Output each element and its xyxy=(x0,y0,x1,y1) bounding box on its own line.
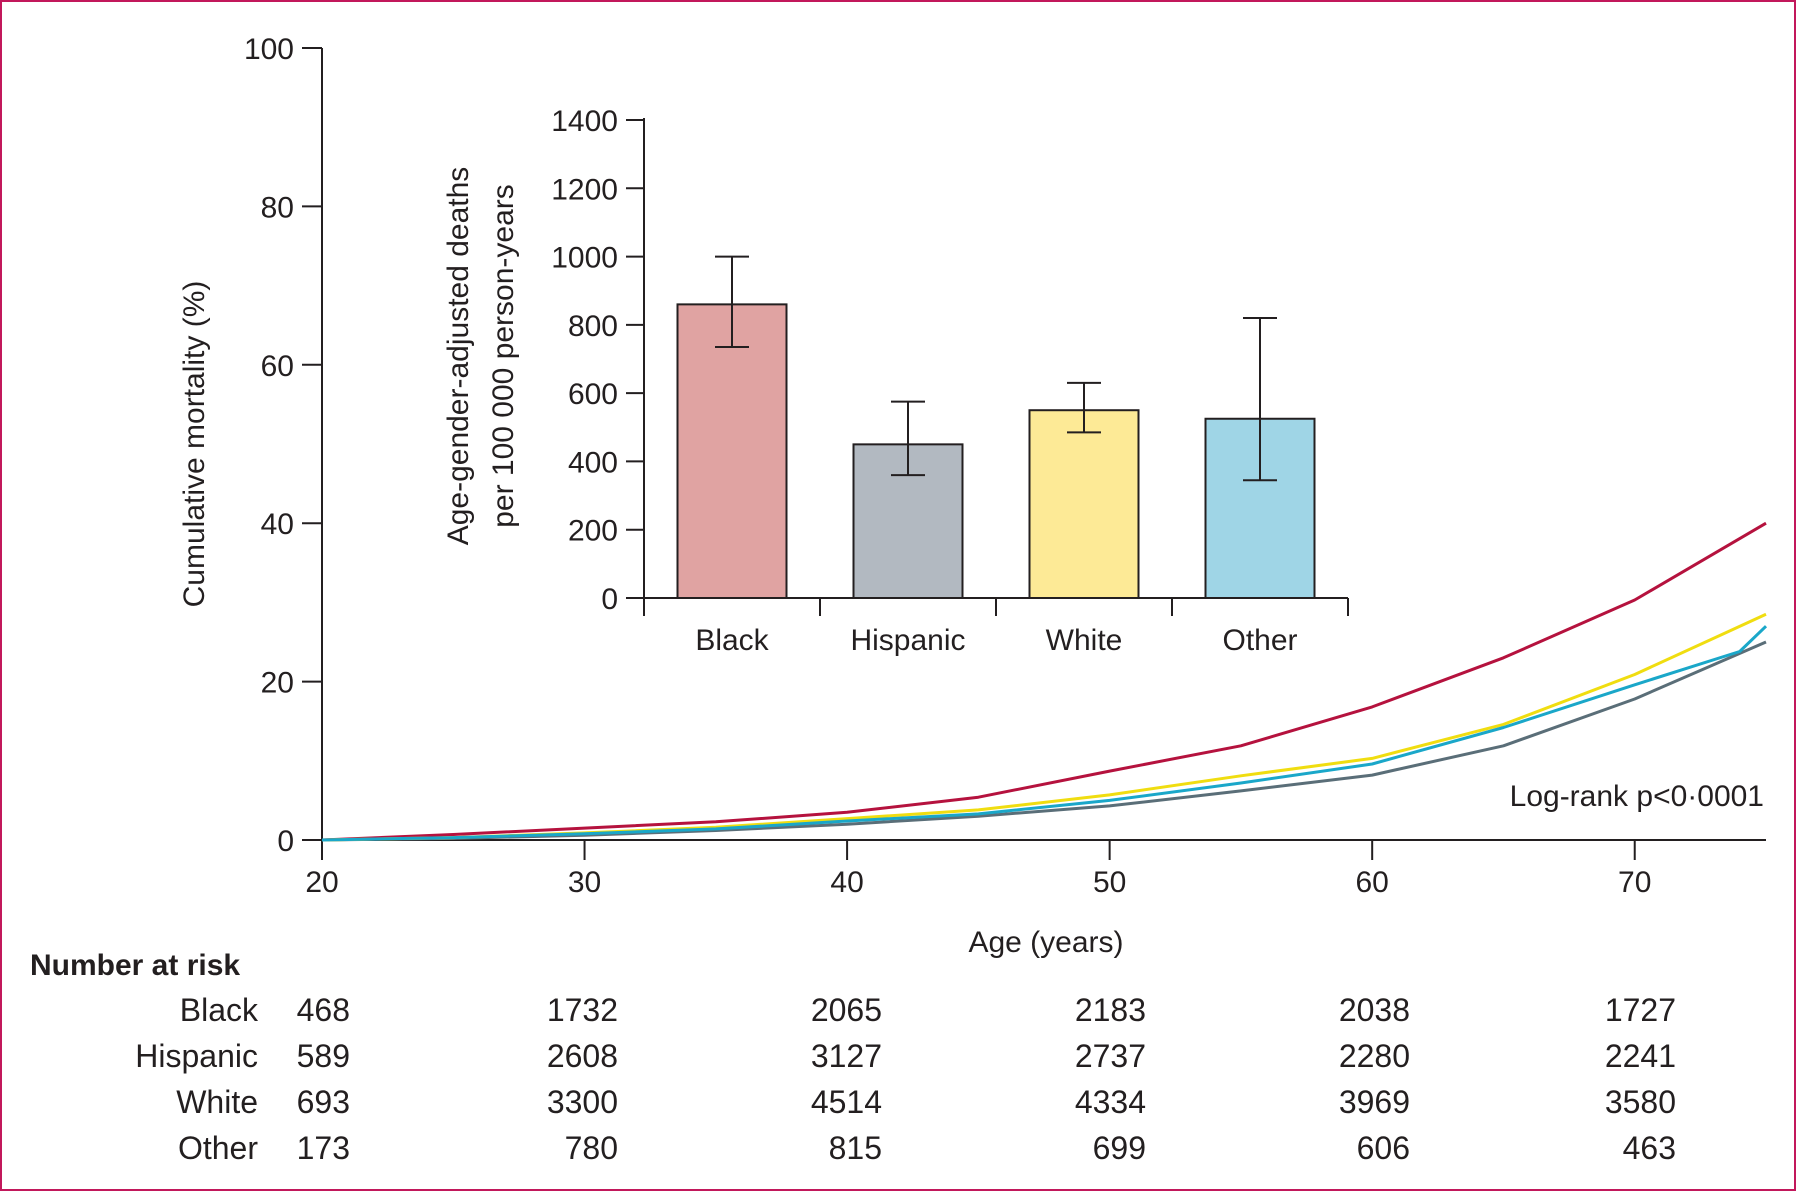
inset-category-label: Other xyxy=(1222,624,1297,657)
inset-y-tick-label: 800 xyxy=(568,310,618,343)
risk-cell: 173 xyxy=(297,1130,350,1166)
x-tick-label: 40 xyxy=(830,866,863,899)
series-line-other xyxy=(321,625,1768,842)
risk-cell: 2038 xyxy=(1339,992,1410,1028)
inset-category-label: Hispanic xyxy=(850,624,965,657)
y-axis-title: Cumulative mortality (%) xyxy=(178,281,211,608)
y-tick-label: 20 xyxy=(261,667,294,700)
inset-y-tick-label: 400 xyxy=(568,446,618,479)
risk-cell: 463 xyxy=(1623,1130,1676,1166)
y-tick-label: 80 xyxy=(261,191,294,224)
y-tick-label: 100 xyxy=(244,33,294,66)
risk-cell: 4514 xyxy=(811,1084,882,1120)
y-tick-label: 0 xyxy=(277,825,294,858)
x-tick-label: 30 xyxy=(568,866,601,899)
x-tick-label: 60 xyxy=(1355,866,1388,899)
inset-category-label: White xyxy=(1046,624,1123,657)
risk-cell: 2280 xyxy=(1339,1038,1410,1074)
risk-cell: 2241 xyxy=(1605,1038,1676,1074)
risk-cell: 780 xyxy=(565,1130,618,1166)
risk-cell: 3300 xyxy=(547,1084,618,1120)
inset-y-tick-label: 600 xyxy=(568,378,618,411)
x-tick-label: 50 xyxy=(1093,866,1126,899)
inset-y-tick-label: 1200 xyxy=(551,173,618,206)
bar-black xyxy=(676,303,788,599)
y-tick-label: 60 xyxy=(261,350,294,383)
risk-table: Number at risk Black 468 1732 2065 2183 2038 17… xyxy=(30,949,1676,1166)
risk-cell: 693 xyxy=(297,1084,350,1120)
risk-cell: 3969 xyxy=(1339,1084,1410,1120)
main-axes: 0 20 40 60 80 100 20 30 40 50 60 70 Age (years) Cumul… xyxy=(178,33,1766,959)
risk-cell: 589 xyxy=(297,1038,350,1074)
risk-cell: 2608 xyxy=(547,1038,618,1074)
risk-row-label: White xyxy=(176,1084,258,1120)
x-axis-title: Age (years) xyxy=(968,926,1123,959)
risk-cell: 468 xyxy=(297,992,350,1028)
series-line-black xyxy=(321,521,1767,842)
inset-y-tick-label: 0 xyxy=(601,583,618,616)
main-survival-lines xyxy=(321,521,1768,842)
risk-row-label: Hispanic xyxy=(135,1038,258,1074)
risk-cell: 1727 xyxy=(1605,992,1676,1028)
risk-cell: 3127 xyxy=(811,1038,882,1074)
bar-hispanic xyxy=(852,443,964,599)
risk-cell: 2065 xyxy=(811,992,882,1028)
risk-cell: 815 xyxy=(829,1130,882,1166)
risk-cell: 1732 xyxy=(547,992,618,1028)
y-tick-label: 40 xyxy=(261,508,294,541)
inset-y-tick-label: 1400 xyxy=(551,105,618,138)
inset-y-tick-label: 200 xyxy=(568,515,618,548)
log-rank-annotation: Log-rank p<0·0001 xyxy=(1510,780,1764,813)
inset-bar-chart: 0 200 400 600 800 1000 1200 1400 Black Hispanic Wh… xyxy=(442,105,1349,657)
inset-category-label: Black xyxy=(695,624,769,657)
risk-cell: 699 xyxy=(1093,1130,1146,1166)
inset-y-tick-label: 1000 xyxy=(551,242,618,275)
inset-y-axis-title-line1: Age-gender-adjusted deaths xyxy=(442,167,475,546)
risk-table-title: Number at risk xyxy=(30,949,240,982)
risk-cell: 2737 xyxy=(1075,1038,1146,1074)
risk-row-label: Black xyxy=(180,992,259,1028)
risk-cell: 4334 xyxy=(1075,1084,1146,1120)
risk-cell: 606 xyxy=(1357,1130,1410,1166)
x-tick-label: 20 xyxy=(305,866,338,899)
risk-cell: 3580 xyxy=(1605,1084,1676,1120)
risk-row-label: Other xyxy=(178,1130,258,1166)
risk-cell: 2183 xyxy=(1075,992,1146,1028)
bar-white xyxy=(1028,409,1140,600)
inset-y-axis-title-line2: per 100 000 person-years xyxy=(487,184,520,528)
x-tick-label: 70 xyxy=(1618,866,1651,899)
